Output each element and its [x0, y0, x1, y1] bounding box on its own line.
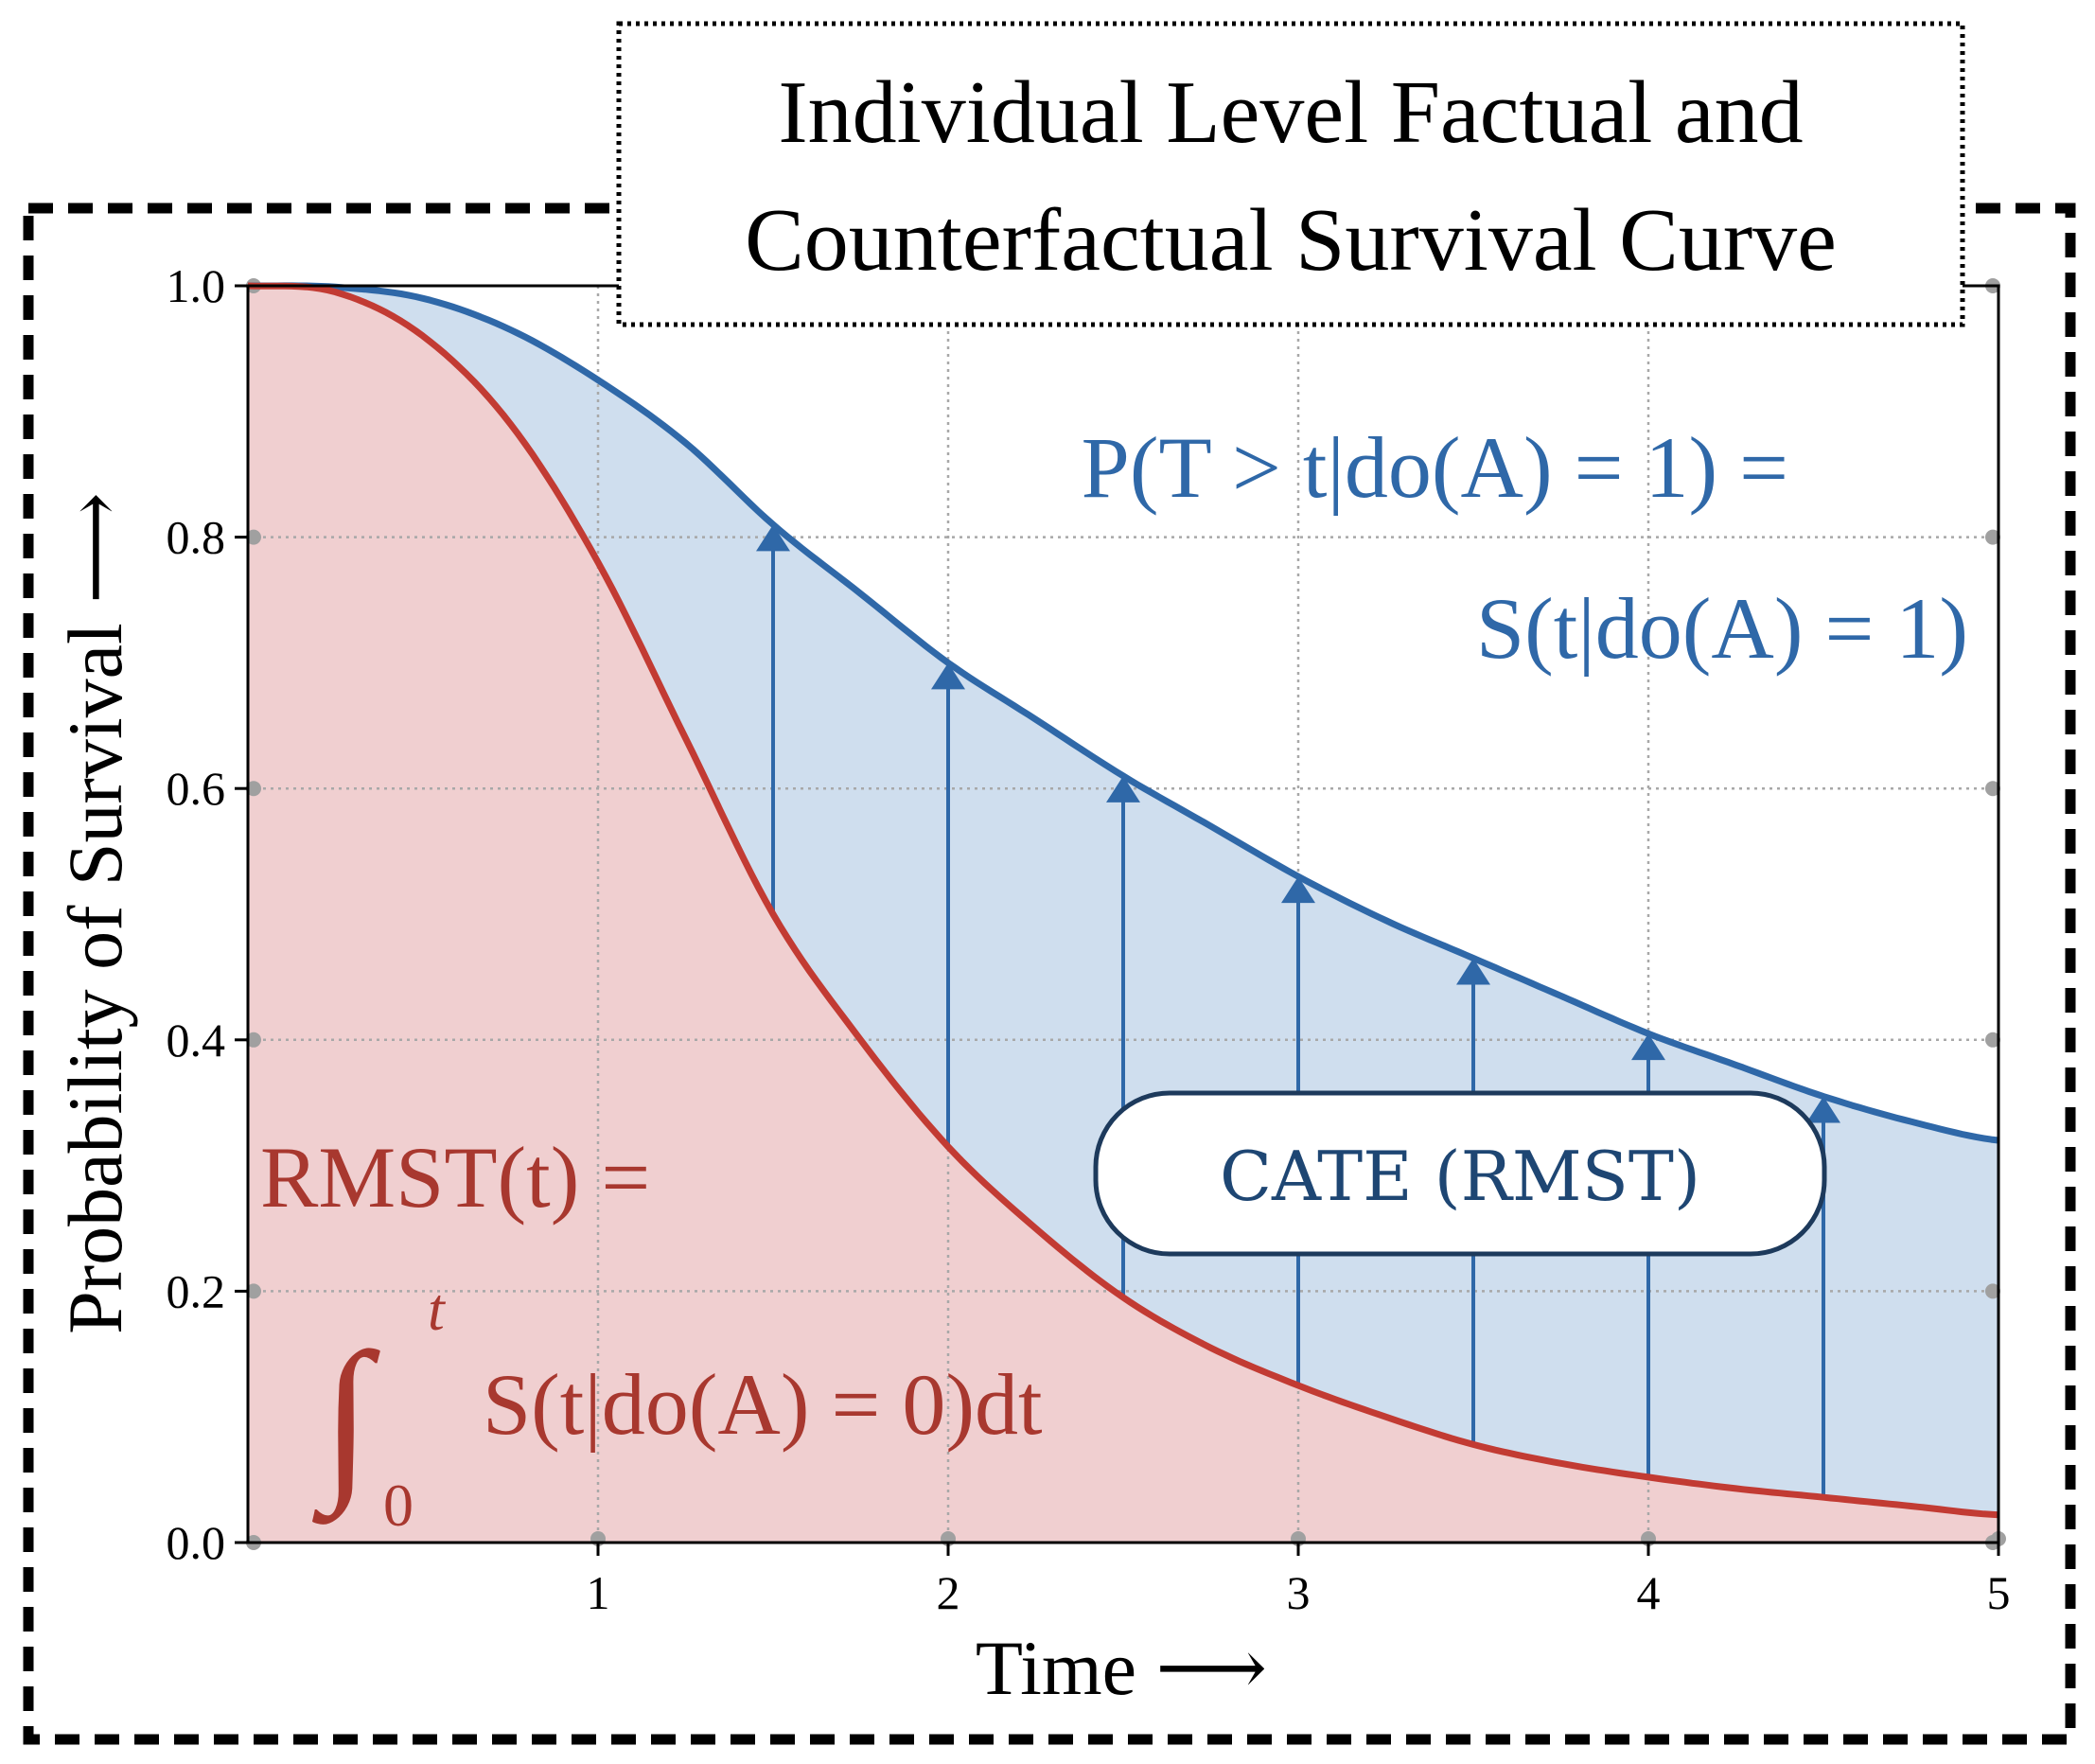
- cate-arrow-head: [756, 524, 790, 552]
- y-axis-label: Probability of Survival ⟶: [52, 492, 138, 1334]
- control-area-fill: [248, 286, 1998, 1543]
- x-tick-label: 3: [1287, 1566, 1311, 1619]
- title-box: [616, 21, 1965, 327]
- grid-dot: [1985, 1032, 2000, 1048]
- outer-dashed-frame: [23, 203, 2076, 1745]
- cate-arrow-head: [1281, 876, 1315, 904]
- x-tick-label: 1: [587, 1566, 610, 1619]
- cate-label: CATE (RMST): [1220, 1137, 1700, 1216]
- cate-box: [1093, 1090, 1827, 1257]
- rmst-upper-limit: t: [428, 1276, 447, 1343]
- cate-arrow-head: [1806, 1096, 1840, 1123]
- title-line1: Individual Level Factual and: [778, 63, 1803, 162]
- grid-dot: [246, 529, 261, 545]
- x-axis-label: Time ⟶: [976, 1625, 1267, 1711]
- treated-equation-line1: P(T > t|do(A) = 1) =: [1082, 419, 1788, 516]
- grid-dot: [246, 1283, 261, 1299]
- rmst-integrand: S(t|do(A) = 0)dt: [483, 1356, 1043, 1453]
- cate-arrow-head: [931, 662, 965, 690]
- grid-dot: [1985, 529, 2000, 545]
- x-tick-label: 5: [1987, 1566, 2011, 1619]
- cate-arrow-head: [1106, 775, 1140, 803]
- y-tick-label: 0.2: [167, 1264, 226, 1317]
- cate-arrow-head: [1631, 1033, 1665, 1061]
- y-tick-label: 1.0: [167, 259, 226, 312]
- grid-dot: [246, 1032, 261, 1048]
- x-tick-label: 4: [1637, 1566, 1661, 1619]
- y-tick-label: 0.0: [167, 1516, 226, 1569]
- rmst-integral-sign: ∫: [311, 1317, 380, 1525]
- cate-arrow-head: [1456, 958, 1490, 985]
- series-line-control: [247, 282, 1999, 1519]
- y-tick-label: 0.6: [167, 762, 226, 815]
- y-tick-label: 0.4: [167, 1014, 226, 1067]
- y-tick-label: 0.8: [167, 511, 226, 564]
- grid-dot: [246, 781, 261, 797]
- title-line2: Counterfactual Survival Curve: [745, 191, 1837, 290]
- rmst-lower-limit: 0: [383, 1472, 414, 1539]
- grid-dot: [1985, 1283, 2000, 1299]
- rmst-equation-line1: RMST(t) =: [260, 1129, 650, 1226]
- grid-dot: [1985, 781, 2000, 797]
- treated-equation-line2: S(t|do(A) = 1): [1476, 580, 1968, 677]
- x-tick-label: 2: [937, 1566, 960, 1619]
- series-line-treated: [248, 282, 1999, 1144]
